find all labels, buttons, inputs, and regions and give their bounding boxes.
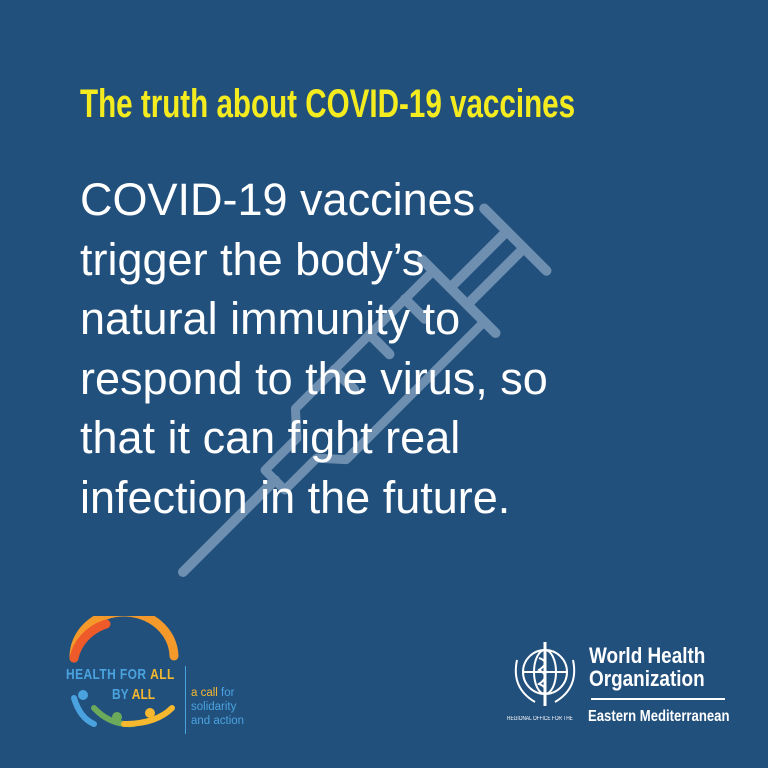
health-for-all-logo: HEALTH FOR ALL BY ALL a call for solidari… — [66, 616, 266, 736]
body-line: trigger the body’s — [80, 233, 425, 285]
who-emblem-icon — [514, 642, 576, 706]
divider — [185, 666, 186, 734]
who-logo: World Health Organization REGIONAL OFFICE… — [505, 638, 735, 738]
body-line: that it can fight real — [80, 412, 461, 463]
body-line: respond to the virus, so — [80, 352, 548, 404]
body-text: COVID-19 vaccines trigger the body’s nat… — [80, 170, 760, 527]
divider — [591, 698, 725, 700]
body-line: COVID-19 vaccines — [80, 174, 476, 225]
body-line: natural immunity to — [80, 293, 461, 344]
headline: The truth about COVID-19 vaccines — [80, 82, 576, 126]
body-line: infection in the future. — [80, 471, 511, 523]
hfa-circle-icon — [69, 616, 179, 728]
